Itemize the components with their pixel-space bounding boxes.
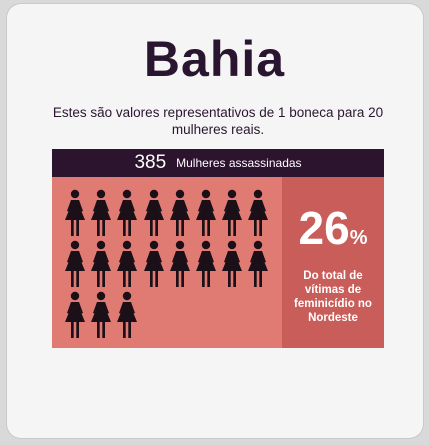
count-label: Mulheres assassinadas	[176, 156, 302, 170]
woman-figure-icon	[169, 240, 190, 287]
subtitle: Estes são valores representativos de 1 b…	[52, 105, 384, 137]
percentage-box: 26% Do total de vítimas de feminicídio n…	[282, 177, 384, 348]
page-title: Bahia	[143, 31, 286, 87]
woman-figure-icon	[196, 240, 216, 287]
stats-panel: 385 Mulheres assassinadas 26% Do total d…	[52, 149, 384, 348]
woman-figure-icon	[91, 240, 112, 287]
woman-figure-icon	[222, 240, 243, 287]
woman-figure-icon	[117, 291, 138, 338]
percentage-unit: %	[349, 227, 368, 249]
woman-figure-icon	[143, 240, 164, 287]
woman-figure-icon	[117, 240, 138, 287]
figures-grid	[52, 177, 282, 348]
percentage-value: 26%	[282, 201, 384, 255]
woman-figure-icon	[248, 189, 269, 236]
woman-figure-icon	[91, 291, 112, 338]
woman-figure-icon	[169, 189, 190, 236]
woman-figure-icon	[91, 189, 112, 236]
percentage-description: Do total de vítimas de feminicídio no No…	[294, 270, 372, 324]
woman-figure-icon	[196, 189, 216, 236]
woman-figure-icon	[248, 240, 269, 287]
woman-figure-icon	[117, 189, 138, 236]
percentage-number: 26	[298, 202, 350, 254]
woman-figure-icon	[65, 291, 85, 338]
woman-figure-icon	[65, 240, 85, 287]
woman-figure-icon	[65, 189, 85, 236]
count-value: 385	[134, 152, 167, 173]
woman-figure-icon	[222, 189, 243, 236]
count-header: 385 Mulheres assassinadas	[52, 149, 384, 177]
woman-figure-icon	[143, 189, 164, 236]
